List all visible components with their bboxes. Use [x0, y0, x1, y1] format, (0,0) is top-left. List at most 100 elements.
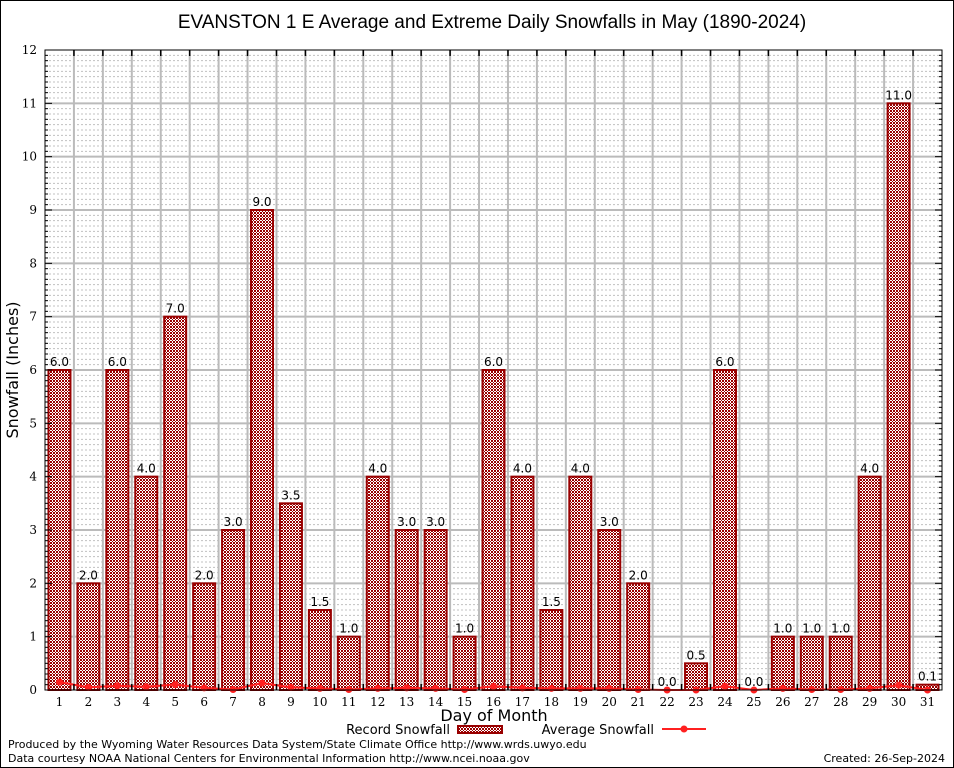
y-tick-label: 12 — [22, 43, 37, 57]
bar-value-label: 1.0 — [831, 622, 850, 636]
x-axis-label: Day of Month — [440, 706, 547, 725]
bar-day-6 — [192, 582, 217, 691]
bar-value-label: 1.0 — [339, 622, 358, 636]
bar-day-9 — [278, 502, 303, 692]
bar-value-label: 4.0 — [513, 462, 532, 476]
bar-value-label: 6.0 — [108, 355, 127, 369]
x-tick-label: 26 — [775, 695, 790, 709]
x-tick-label: 9 — [287, 695, 295, 709]
bar-day-15 — [452, 635, 477, 692]
average-point-day-5 — [171, 681, 179, 689]
bar-day-30 — [886, 102, 911, 692]
bar-day-11 — [336, 635, 361, 692]
x-tick-label: 7 — [229, 695, 237, 709]
x-tick-label: 30 — [891, 695, 906, 709]
average-point-day-18 — [547, 684, 555, 692]
x-tick-label: 10 — [312, 695, 327, 709]
bar-day-24 — [712, 369, 737, 691]
bar-day-10 — [307, 609, 332, 691]
bar-value-label: 4.0 — [571, 462, 590, 476]
bar-day-27 — [799, 635, 824, 692]
average-point-day-28 — [837, 685, 845, 693]
bar-day-29 — [857, 475, 882, 691]
average-point-day-7 — [229, 685, 237, 693]
bar-day-28 — [828, 635, 853, 692]
y-tick-label: 4 — [29, 470, 37, 484]
bar-value-label: 4.0 — [137, 462, 156, 476]
x-tick-label: 6 — [200, 695, 208, 709]
bar-value-label: 9.0 — [252, 195, 271, 209]
y-tick-label: 3 — [29, 523, 37, 537]
x-tick-labels: 1 2 3 4 5 6 7 8 9 10 11 12 13 14 15 16 17 18 19 20 21 22 23 24 2… — [56, 695, 936, 709]
bar-value-label: 4.0 — [860, 462, 879, 476]
legend: Record Snowfall Average Snowfall — [346, 723, 706, 738]
y-tick-label: 10 — [22, 150, 37, 164]
average-point-day-30 — [895, 681, 903, 689]
y-tick-label: 1 — [29, 630, 37, 644]
x-tick-label: 27 — [804, 695, 819, 709]
y-tick-label: 2 — [29, 576, 37, 590]
x-tick-label: 28 — [833, 695, 848, 709]
average-point-day-10 — [316, 684, 324, 692]
bar-value-label: 11.0 — [885, 88, 912, 102]
bar-value-label: 1.0 — [802, 622, 821, 636]
average-point-day-19 — [576, 684, 584, 692]
x-tick-label: 17 — [515, 695, 530, 709]
y-tick-label: 5 — [29, 416, 37, 430]
bar-value-label: 2.0 — [195, 568, 214, 582]
average-point-day-8 — [258, 679, 266, 687]
bar-day-7 — [221, 529, 246, 691]
x-tick-label: 11 — [341, 695, 356, 709]
y-tick-label: 8 — [29, 256, 37, 270]
average-point-day-15 — [461, 685, 469, 693]
bar-day-12 — [365, 475, 390, 691]
x-tick-label: 12 — [370, 695, 385, 709]
x-tick-label: 14 — [428, 695, 444, 709]
bar-day-21 — [626, 582, 651, 691]
y-tick-label: 0 — [29, 683, 37, 697]
x-tick-label: 22 — [659, 695, 674, 709]
average-point-day-29 — [866, 684, 874, 692]
bar-day-26 — [770, 635, 795, 692]
bar-value-label: 3.0 — [224, 515, 243, 529]
bar-value-label: 1.5 — [542, 595, 561, 609]
bar-day-20 — [597, 529, 622, 691]
bar-value-label: 1.5 — [310, 595, 329, 609]
x-tick-label: 5 — [171, 695, 179, 709]
bar-day-3 — [105, 369, 130, 691]
average-point-day-4 — [142, 683, 150, 691]
footer-produced-by: Produced by the Wyoming Water Resources … — [8, 738, 587, 751]
bar-day-4 — [134, 475, 159, 691]
x-tick-label: 16 — [486, 695, 501, 709]
bar-day-14 — [423, 529, 448, 691]
bar-value-label: 2.0 — [629, 568, 648, 582]
bar-value-label: 0.1 — [918, 670, 937, 684]
bar-value-label: 0.5 — [687, 648, 706, 662]
average-point-day-24 — [721, 682, 729, 690]
bar-value-label: 4.0 — [368, 462, 387, 476]
y-tick-label: 11 — [22, 96, 37, 110]
x-tick-label: 4 — [142, 695, 150, 709]
bar-value-label: 1.0 — [773, 622, 792, 636]
bar-labels: 6.0 2.0 6.0 4.0 7.0 2.0 3.0 9.0 3.5 1.5 1.0 4.0 3.0 3… — [50, 88, 937, 689]
x-tick-label: 15 — [457, 695, 472, 709]
y-axis-label: Snowfall (Inches) — [3, 301, 22, 438]
x-tick-label: 2 — [85, 695, 93, 709]
bar-day-2 — [76, 582, 101, 691]
bar-value-label: 6.0 — [715, 355, 734, 369]
y-tick-label: 7 — [29, 310, 37, 324]
average-point-day-16 — [490, 682, 497, 690]
legend-record-label: Record Snowfall — [346, 723, 450, 738]
bar-value-label: 0.0 — [658, 675, 677, 689]
x-tick-label: 3 — [114, 695, 122, 709]
bar-day-13 — [394, 529, 419, 691]
average-point-day-12 — [374, 684, 382, 692]
average-point-day-1 — [55, 678, 63, 686]
bar-day-23 — [684, 662, 709, 691]
x-tick-label: 13 — [399, 695, 414, 709]
x-tick-label: 8 — [258, 695, 266, 709]
average-point-day-11 — [345, 685, 353, 693]
bar-day-16 — [481, 369, 506, 691]
